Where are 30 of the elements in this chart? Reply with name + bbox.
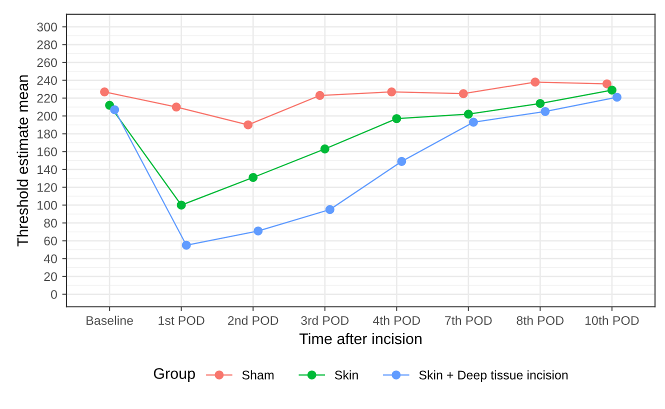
y-tick-label: 40 [44,254,57,264]
y-tick-label: 140 [38,165,57,174]
legend-label: Skin [334,370,358,380]
x-tick-label: 1st POD [158,316,204,325]
y-tick-label: 220 [37,94,57,103]
y-tick-label: 280 [37,40,57,50]
x-tick-label: 3rd POD [301,316,349,325]
legend-label: Sham [242,370,274,380]
x-tick-label: Baseline [86,316,133,325]
y-tick-label: 180 [38,130,57,138]
x-tick-label: 2nd POD [228,316,278,325]
y-tick-label: 240 [37,76,57,85]
y-tick-label: 160 [38,147,57,156]
x-tick-label: 8th POD [516,316,564,325]
y-tick-label: 20 [44,272,57,282]
x-tick-label: 7th POD [445,316,492,325]
y-tick-label: 60 [44,236,57,246]
y-tick-label: 80 [44,218,57,228]
legend-label: Skin + Deep tissue incision [419,370,568,382]
x-tick-label: 4th POD [372,316,420,325]
y-tick-label: 100 [38,200,57,210]
y-tick-label: 200 [37,112,57,121]
y-axis-title: Threshold estimate mean [16,75,28,246]
x-tick-label: 10th POD [585,316,639,325]
y-tick-label: 300 [37,22,57,32]
legend-title: Group [154,368,195,382]
y-tick-label: 0 [51,290,57,299]
y-tick-label: 260 [37,58,57,68]
y-tick-label: 120 [38,183,57,192]
x-axis-title: Time after incision [299,332,422,344]
